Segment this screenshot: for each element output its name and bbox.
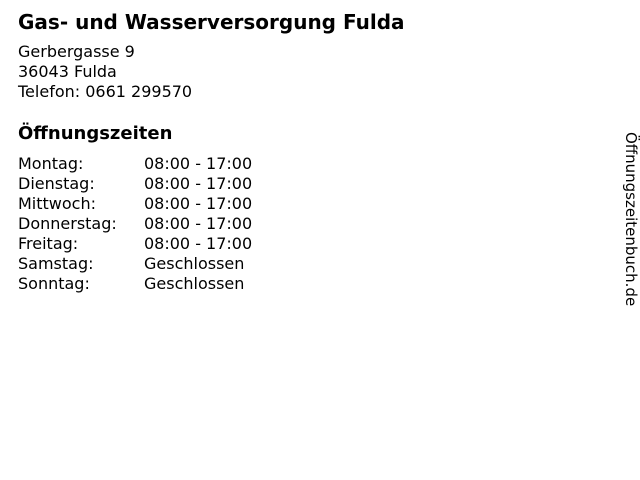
time-value: Geschlossen xyxy=(144,254,245,273)
day-label: Samstag: xyxy=(18,254,94,273)
day-label: Freitag: xyxy=(18,234,79,253)
day-label: Donnerstag: xyxy=(18,214,117,233)
day-label: Sonntag: xyxy=(18,274,90,293)
hours-row-montag: Montag: 08:00 - 17:00 xyxy=(18,154,252,174)
hours-row-mittwoch: Mittwoch: 08:00 - 17:00 xyxy=(18,194,252,214)
watermark-text: Öffnungszeitenbuch.de xyxy=(622,132,640,307)
hours-heading: Öffnungszeiten xyxy=(18,123,173,144)
day-label: Dienstag: xyxy=(18,174,95,193)
address-phone: Telefon: 0661 299570 xyxy=(18,82,193,101)
hours-row-sonntag: Sonntag: Geschlossen xyxy=(18,274,252,294)
time-value: 08:00 - 17:00 xyxy=(144,194,253,213)
day-label: Mittwoch: xyxy=(18,194,96,213)
address-city: 36043 Fulda xyxy=(18,62,117,81)
time-value: 08:00 - 17:00 xyxy=(144,174,253,193)
time-value: 08:00 - 17:00 xyxy=(144,234,253,253)
hours-table: Montag: 08:00 - 17:00 Dienstag: 08:00 - … xyxy=(18,154,252,294)
hours-row-donnerstag: Donnerstag: 08:00 - 17:00 xyxy=(18,214,252,234)
time-value: Geschlossen xyxy=(144,274,245,293)
hours-row-freitag: Freitag: 08:00 - 17:00 xyxy=(18,234,252,254)
day-label: Montag: xyxy=(18,154,84,173)
time-value: 08:00 - 17:00 xyxy=(144,214,253,233)
time-value: 08:00 - 17:00 xyxy=(144,154,253,173)
address-street: Gerbergasse 9 xyxy=(18,42,135,61)
hours-row-samstag: Samstag: Geschlossen xyxy=(18,254,252,274)
business-name: Gas- und Wasserversorgung Fulda xyxy=(18,10,405,34)
address-block: Gerbergasse 9 36043 Fulda Telefon: 0661 … xyxy=(18,42,192,102)
hours-row-dienstag: Dienstag: 08:00 - 17:00 xyxy=(18,174,252,194)
